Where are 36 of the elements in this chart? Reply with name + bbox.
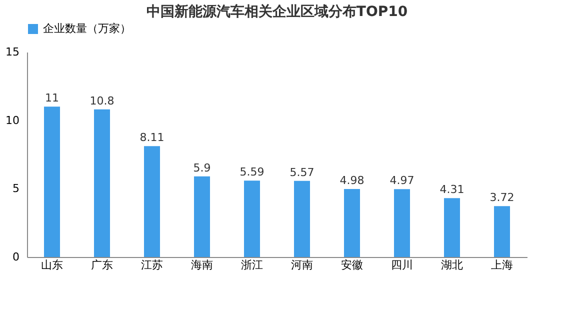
data-label: 3.72 <box>490 191 514 204</box>
x-tick-label: 海南 <box>191 258 213 272</box>
data-label: 5.57 <box>290 166 314 179</box>
bar <box>144 146 160 257</box>
x-tick-label: 山东 <box>41 258 63 272</box>
x-tick-label: 广东 <box>91 258 113 272</box>
bar <box>294 180 310 257</box>
y-tick-label: 5 <box>12 182 20 196</box>
data-label: 4.97 <box>390 174 414 188</box>
data-label: 8.11 <box>140 131 164 144</box>
bar <box>94 109 110 257</box>
bar <box>394 189 410 257</box>
x-tick-label: 安徽 <box>341 258 363 272</box>
data-label: 4.98 <box>340 174 364 187</box>
x-tick-label: 上海 <box>491 258 513 272</box>
x-tick-label: 四川 <box>391 258 413 272</box>
bar <box>194 176 210 257</box>
data-label: 5.59 <box>240 166 264 179</box>
data-label: 5.9 <box>193 161 211 174</box>
y-tick-label: 10 <box>6 114 20 127</box>
x-tick-label: 浙江 <box>241 258 263 272</box>
data-label: 4.31 <box>440 183 464 196</box>
bar <box>344 188 360 257</box>
bar <box>444 198 460 257</box>
y-tick-label: 15 <box>6 46 20 58</box>
bar <box>494 206 510 257</box>
legend-label: 企业数量（万家） <box>43 22 131 35</box>
x-tick-label: 江苏 <box>141 258 163 272</box>
x-tick-label: 湖北 <box>441 258 463 272</box>
bar <box>44 106 60 257</box>
x-tick-label: 河南 <box>291 258 313 272</box>
chart-title: 中国新能源汽车相关企业区域分布TOP10 <box>146 3 408 20</box>
bar <box>244 180 260 257</box>
data-label: 10.8 <box>90 94 114 108</box>
data-label: 11 <box>45 92 59 105</box>
y-tick-label: 0 <box>12 250 20 264</box>
